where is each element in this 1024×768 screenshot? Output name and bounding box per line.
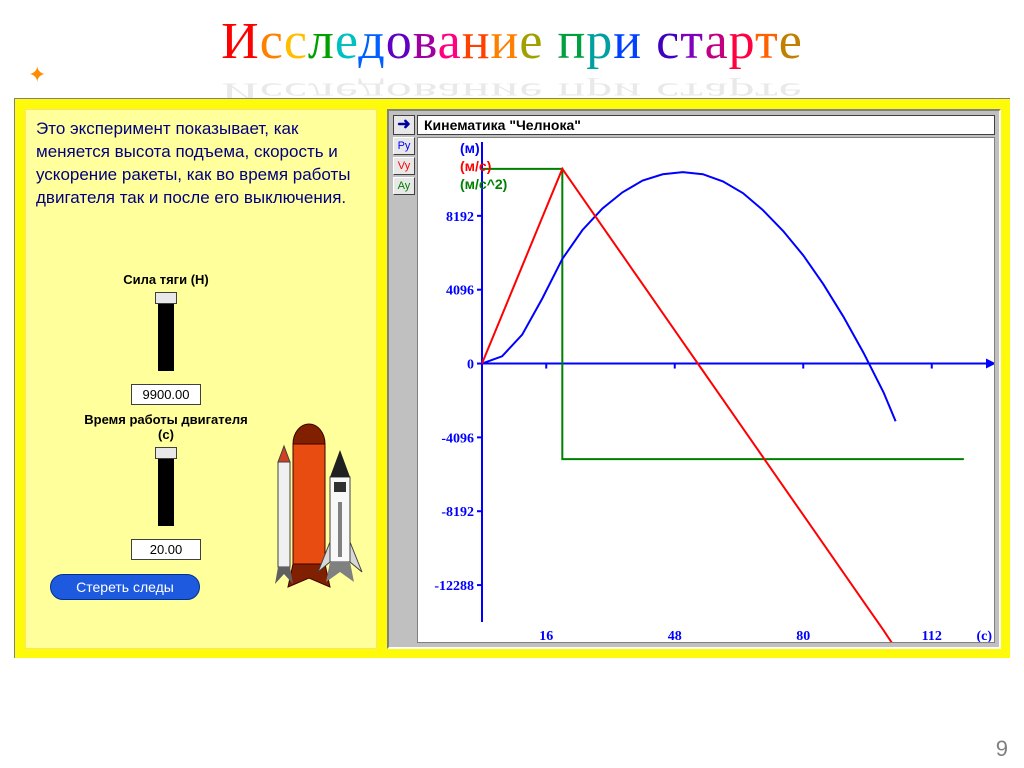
burn-time-slider-group: Время работы двигателя (с) 20.00 (76, 412, 256, 560)
experiment-description: Это эксперимент показывает, как меняется… (36, 118, 366, 210)
simulation-panel: Это эксперимент показывает, как меняется… (14, 98, 1010, 658)
svg-text:-4096: -4096 (441, 431, 474, 446)
page-number: 9 (996, 736, 1008, 762)
burn-time-slider-thumb[interactable] (155, 447, 177, 459)
chart-title: Кинематика "Челнока" (417, 115, 995, 135)
legend-ay-button[interactable]: Ay (393, 177, 415, 195)
thrust-value[interactable]: 9900.00 (131, 384, 201, 405)
legend-py-button[interactable]: Py (393, 137, 415, 155)
burn-time-label: Время работы двигателя (с) (76, 412, 256, 442)
svg-text:8192: 8192 (446, 210, 474, 225)
burn-time-value[interactable]: 20.00 (131, 539, 201, 560)
legend-unit-m: (м) (460, 140, 480, 156)
star-bullet-icon: ✦ (28, 62, 46, 88)
svg-text:-12288: -12288 (434, 579, 474, 594)
svg-text:48: 48 (668, 629, 682, 642)
legend-vy-button[interactable]: Vy (393, 157, 415, 175)
chart-arrow-icon[interactable]: ➜ (393, 115, 415, 135)
thrust-slider-group: Сила тяги (Н) 9900.00 (96, 272, 236, 405)
plot-area: -12288 -8192 -4096 0 4096 8192 16 48 80 112 (с) (м… (417, 137, 995, 643)
svg-text:0: 0 (467, 358, 474, 373)
legend-unit-ms2: (м/с^2) (460, 176, 507, 192)
thrust-slider-thumb[interactable] (155, 292, 177, 304)
thrust-slider[interactable] (158, 293, 174, 371)
svg-text:(с): (с) (976, 629, 992, 642)
svg-text:-8192: -8192 (441, 505, 474, 520)
svg-text:4096: 4096 (446, 284, 474, 299)
clear-traces-button[interactable]: Стереть следы (50, 574, 200, 600)
chart-window: ➜ Кинематика "Челнока" Py Vy Ay -12288 -8… (387, 109, 1001, 649)
svg-text:112: 112 (922, 629, 942, 642)
rocket-icon (264, 422, 374, 592)
page-title: Исследование при старте (0, 12, 1024, 71)
svg-text:80: 80 (796, 629, 810, 642)
burn-time-slider[interactable] (158, 448, 174, 526)
controls-panel: Это эксперимент показывает, как меняется… (25, 109, 377, 649)
legend-unit-ms: (м/с) (460, 158, 491, 174)
plot-svg: -12288 -8192 -4096 0 4096 8192 16 48 80 112 (с) (418, 138, 994, 642)
thrust-label: Сила тяги (Н) (96, 272, 236, 287)
svg-text:16: 16 (539, 629, 553, 642)
